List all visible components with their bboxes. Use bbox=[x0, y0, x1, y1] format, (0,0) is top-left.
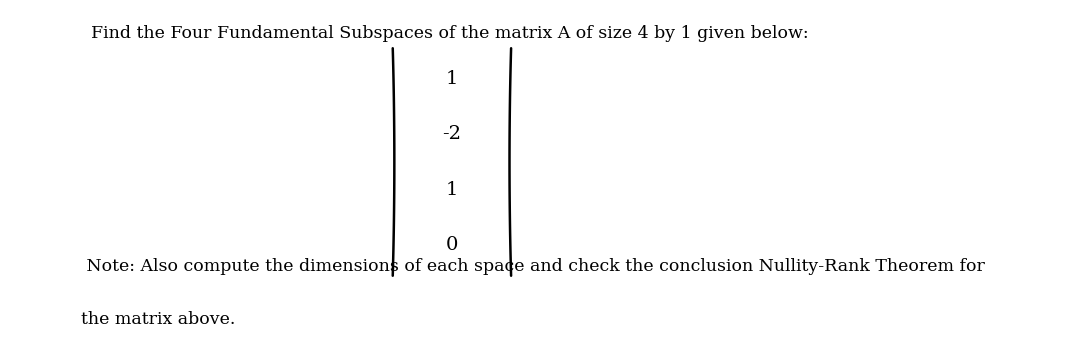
Text: 0: 0 bbox=[445, 236, 458, 254]
Text: -2: -2 bbox=[442, 125, 462, 143]
Text: 1: 1 bbox=[445, 70, 458, 88]
Text: Note: Also compute the dimensions of each space and check the conclusion Nullity: Note: Also compute the dimensions of eac… bbox=[81, 258, 985, 275]
Text: Find the Four Fundamental Subspaces of the matrix A of size 4 by 1 given below:: Find the Four Fundamental Subspaces of t… bbox=[91, 25, 809, 42]
Text: 1: 1 bbox=[445, 181, 458, 199]
Text: the matrix above.: the matrix above. bbox=[81, 311, 235, 328]
